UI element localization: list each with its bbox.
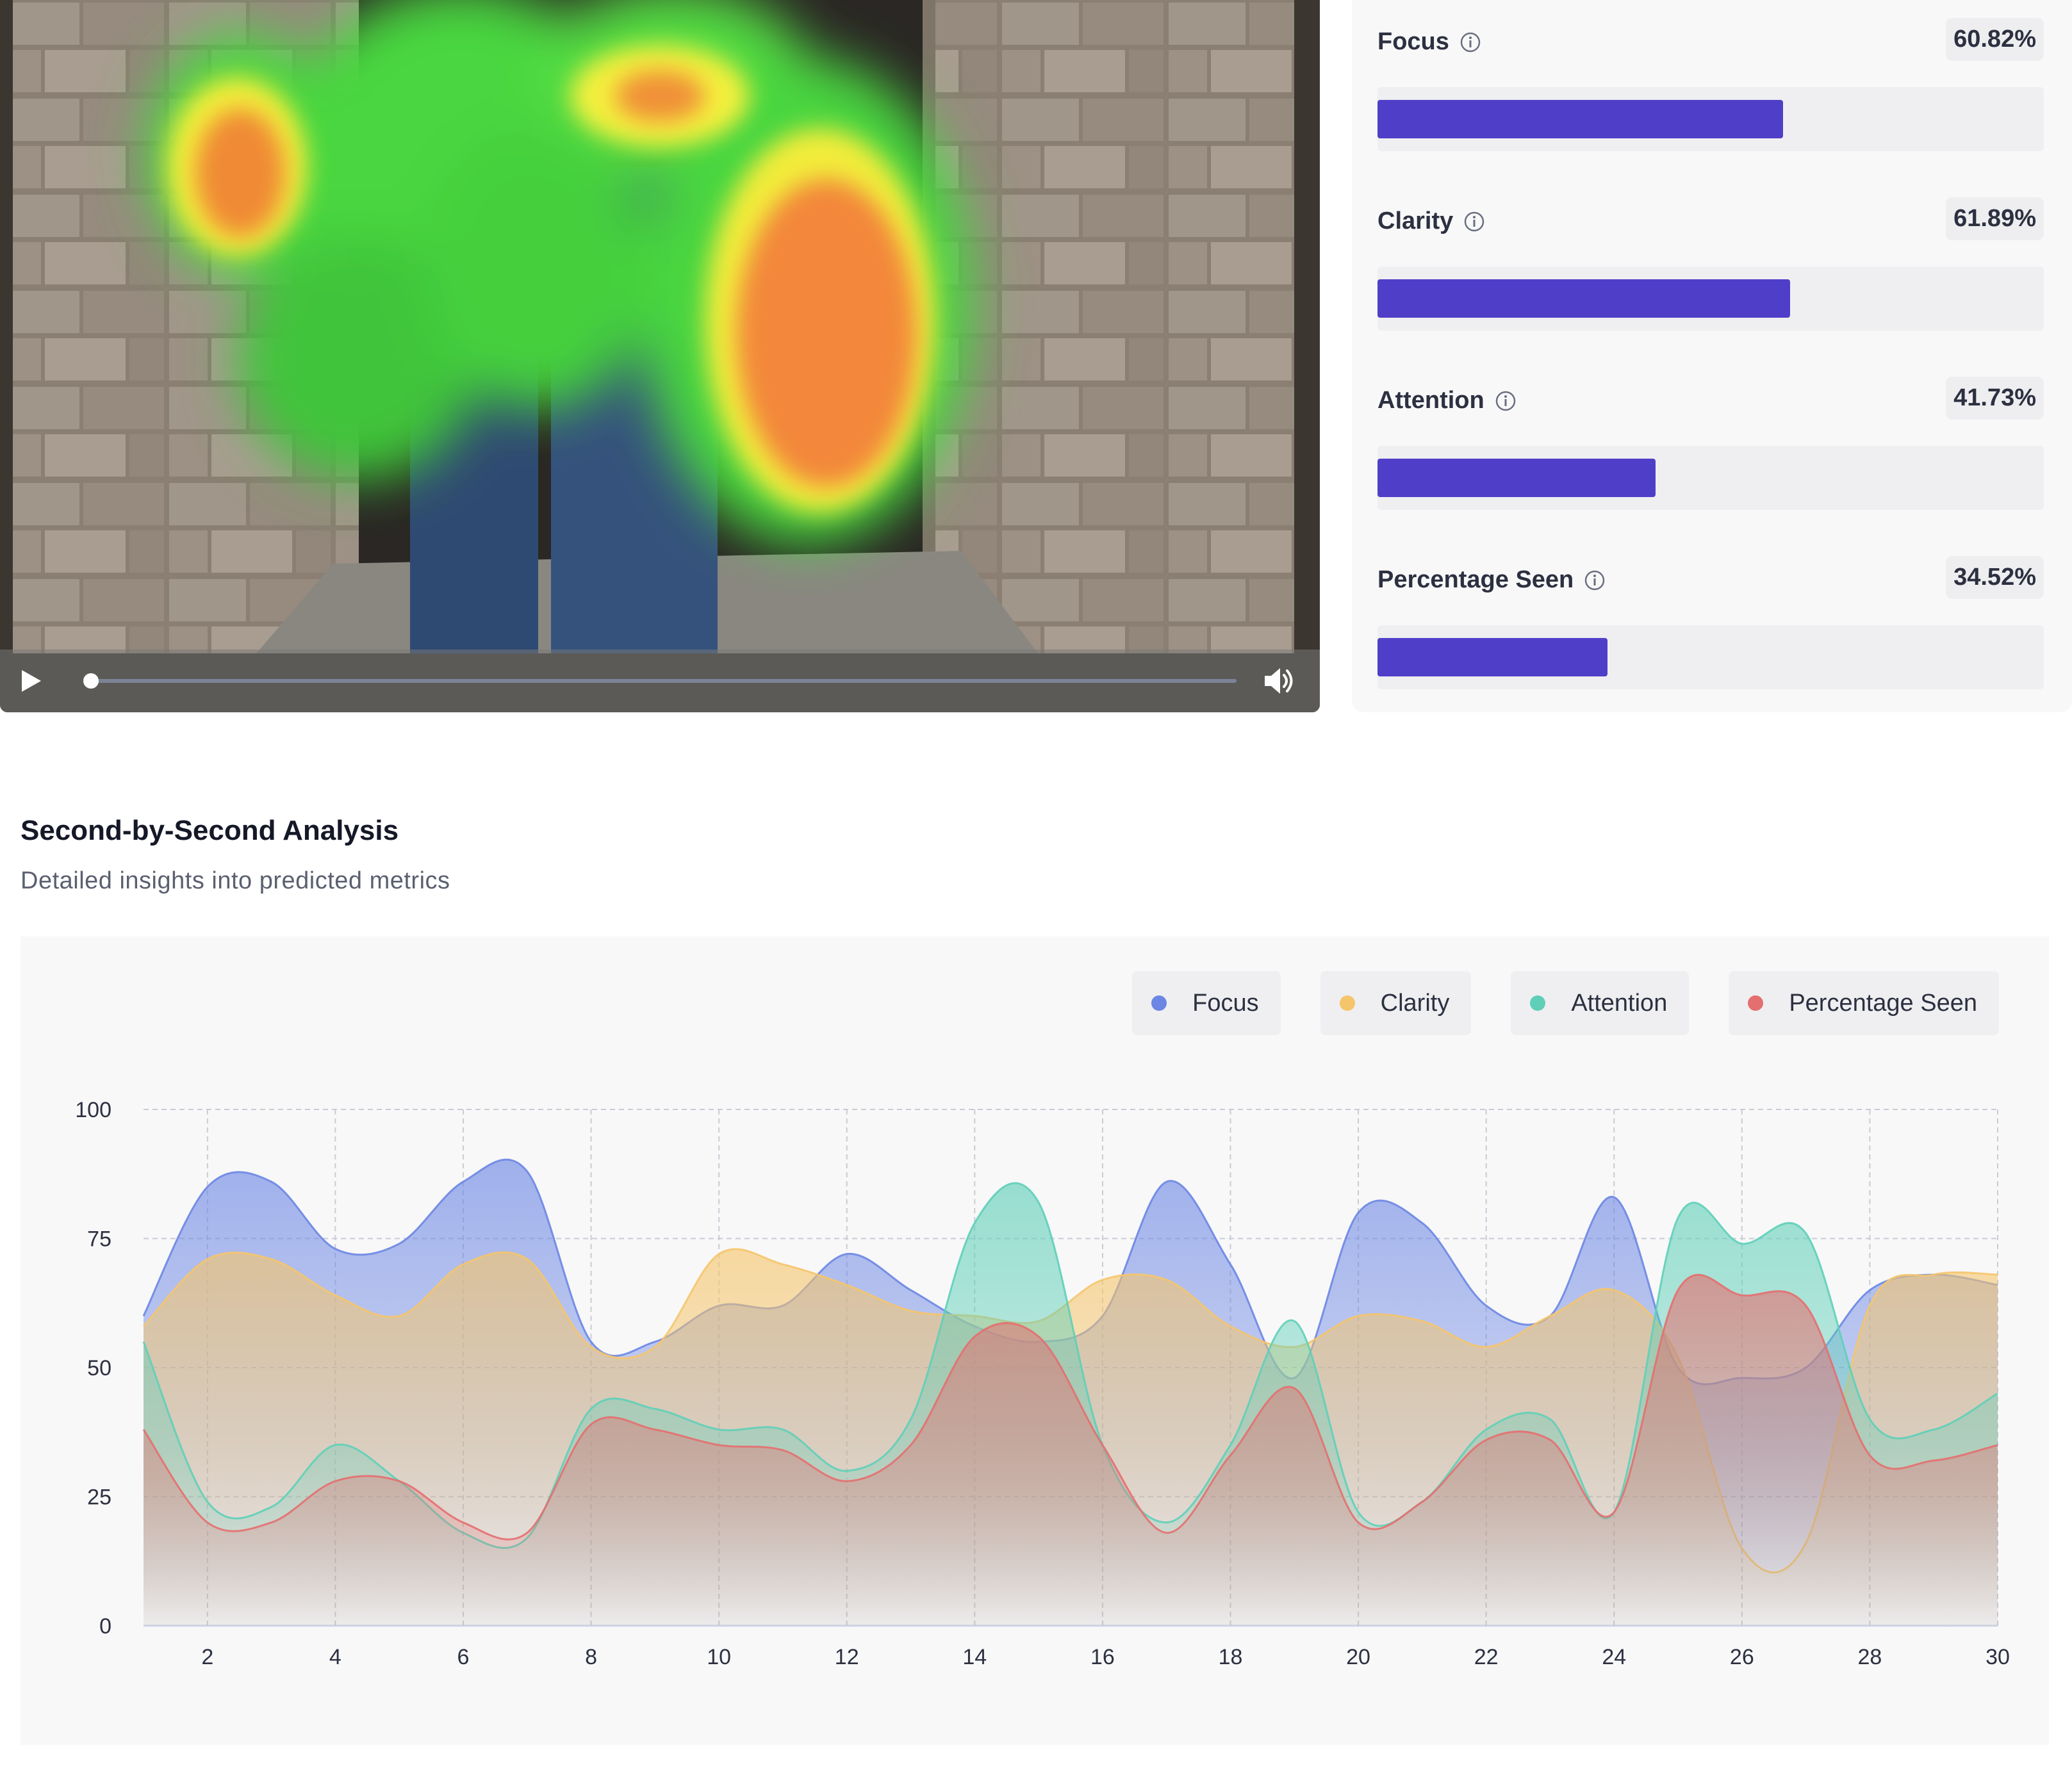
series-area-percentage-seen [144, 1275, 1998, 1626]
metric-value: 34.52% [1946, 556, 2044, 599]
x-tick-label: 4 [329, 1645, 341, 1669]
x-tick-label: 2 [201, 1645, 213, 1669]
volume-icon[interactable] [1263, 666, 1295, 696]
x-tick-label: 16 [1090, 1645, 1115, 1669]
legend-label: Focus [1192, 989, 1259, 1017]
metric-bar-fill [1377, 638, 1607, 676]
legend-item-percentage-seen[interactable]: Percentage Seen [1729, 971, 1999, 1035]
metric-name: Percentage Seen [1377, 566, 1574, 593]
y-tick-label: 0 [99, 1614, 111, 1639]
x-tick-label: 28 [1857, 1645, 1882, 1669]
x-tick-label: 24 [1602, 1645, 1626, 1669]
x-tick-label: 20 [1346, 1645, 1370, 1669]
y-tick-label: 75 [87, 1227, 111, 1252]
seek-handle[interactable] [83, 673, 99, 689]
metric-bar-track [1377, 625, 2044, 689]
metric-name: Focus [1377, 28, 1449, 55]
x-tick-label: 8 [585, 1645, 597, 1669]
metric-label-percentage-seen: Percentage Seen [1377, 566, 1606, 594]
metric-value: 41.73% [1946, 377, 2044, 420]
metric-label-attention: Attention [1377, 387, 1517, 414]
metric-bar-fill [1377, 279, 1790, 318]
series-line-percentage-seen [142, 1273, 1998, 1541]
metric-label-focus: Focus [1377, 28, 1481, 56]
chart-card: 0 25 50 75 100 2 4 6 8 10 12 14 16 18 20 22 24 26 28 30 Foc… [21, 936, 2049, 1745]
legend-label: Clarity [1380, 989, 1450, 1017]
metric-name: Attention [1377, 387, 1484, 414]
metric-bar-fill [1377, 459, 1656, 497]
x-tick-label: 12 [835, 1645, 859, 1669]
metric-bar-track [1377, 446, 2044, 510]
metrics-panel: Focus 60.82% Clarity 61.89% Attention 41… [1352, 0, 2072, 712]
video-controls [0, 650, 1320, 712]
x-tick-label: 10 [707, 1645, 731, 1669]
metric-clarity: Clarity 61.89% [1377, 179, 2044, 333]
legend-dot-attention [1530, 995, 1546, 1011]
x-tick-label: 26 [1730, 1645, 1754, 1669]
legend-dot-clarity [1339, 995, 1355, 1011]
metric-bar-track [1377, 87, 2044, 151]
info-icon[interactable] [1459, 31, 1481, 53]
legend-label: Attention [1571, 989, 1668, 1017]
metric-percentage-seen: Percentage Seen 34.52% [1377, 538, 2044, 692]
seek-bar[interactable] [83, 673, 1237, 689]
x-tick-label: 6 [457, 1645, 470, 1669]
metric-bar-track [1377, 266, 2044, 331]
x-tick-label: 18 [1219, 1645, 1243, 1669]
chart-legend: Focus Clarity Attention Percentage Seen [1132, 971, 1999, 1035]
metric-value: 61.89% [1946, 197, 2044, 240]
metric-bar-fill [1377, 100, 1783, 138]
info-icon[interactable] [1495, 390, 1517, 412]
legend-item-attention[interactable]: Attention [1511, 971, 1690, 1035]
metric-name: Clarity [1377, 208, 1454, 234]
info-icon[interactable] [1584, 569, 1606, 591]
x-tick-label: 30 [1986, 1645, 2010, 1669]
legend-item-focus[interactable]: Focus [1132, 971, 1281, 1035]
y-tick-label: 25 [87, 1485, 111, 1510]
y-tick-label: 100 [75, 1098, 111, 1122]
heatmap-video-frame [0, 0, 1320, 712]
section-title: Second-by-Second Analysis [21, 815, 399, 846]
metric-attention: Attention 41.73% [1377, 359, 2044, 512]
metric-label-clarity: Clarity [1377, 208, 1485, 235]
metric-focus: Focus 60.82% [1377, 0, 2044, 154]
legend-dot-focus [1151, 995, 1167, 1011]
video-player[interactable] [0, 0, 1320, 712]
play-icon[interactable] [21, 669, 42, 693]
y-tick-label: 50 [87, 1356, 111, 1380]
section-subtitle: Detailed insights into predicted metrics [21, 867, 450, 894]
legend-item-clarity[interactable]: Clarity [1320, 971, 1472, 1035]
x-tick-label: 22 [1474, 1645, 1499, 1669]
legend-label: Percentage Seen [1789, 989, 1977, 1017]
x-tick-label: 14 [962, 1645, 987, 1669]
info-icon[interactable] [1463, 211, 1485, 233]
legend-dot-percentage-seen [1748, 995, 1764, 1011]
metric-value: 60.82% [1946, 18, 2044, 61]
